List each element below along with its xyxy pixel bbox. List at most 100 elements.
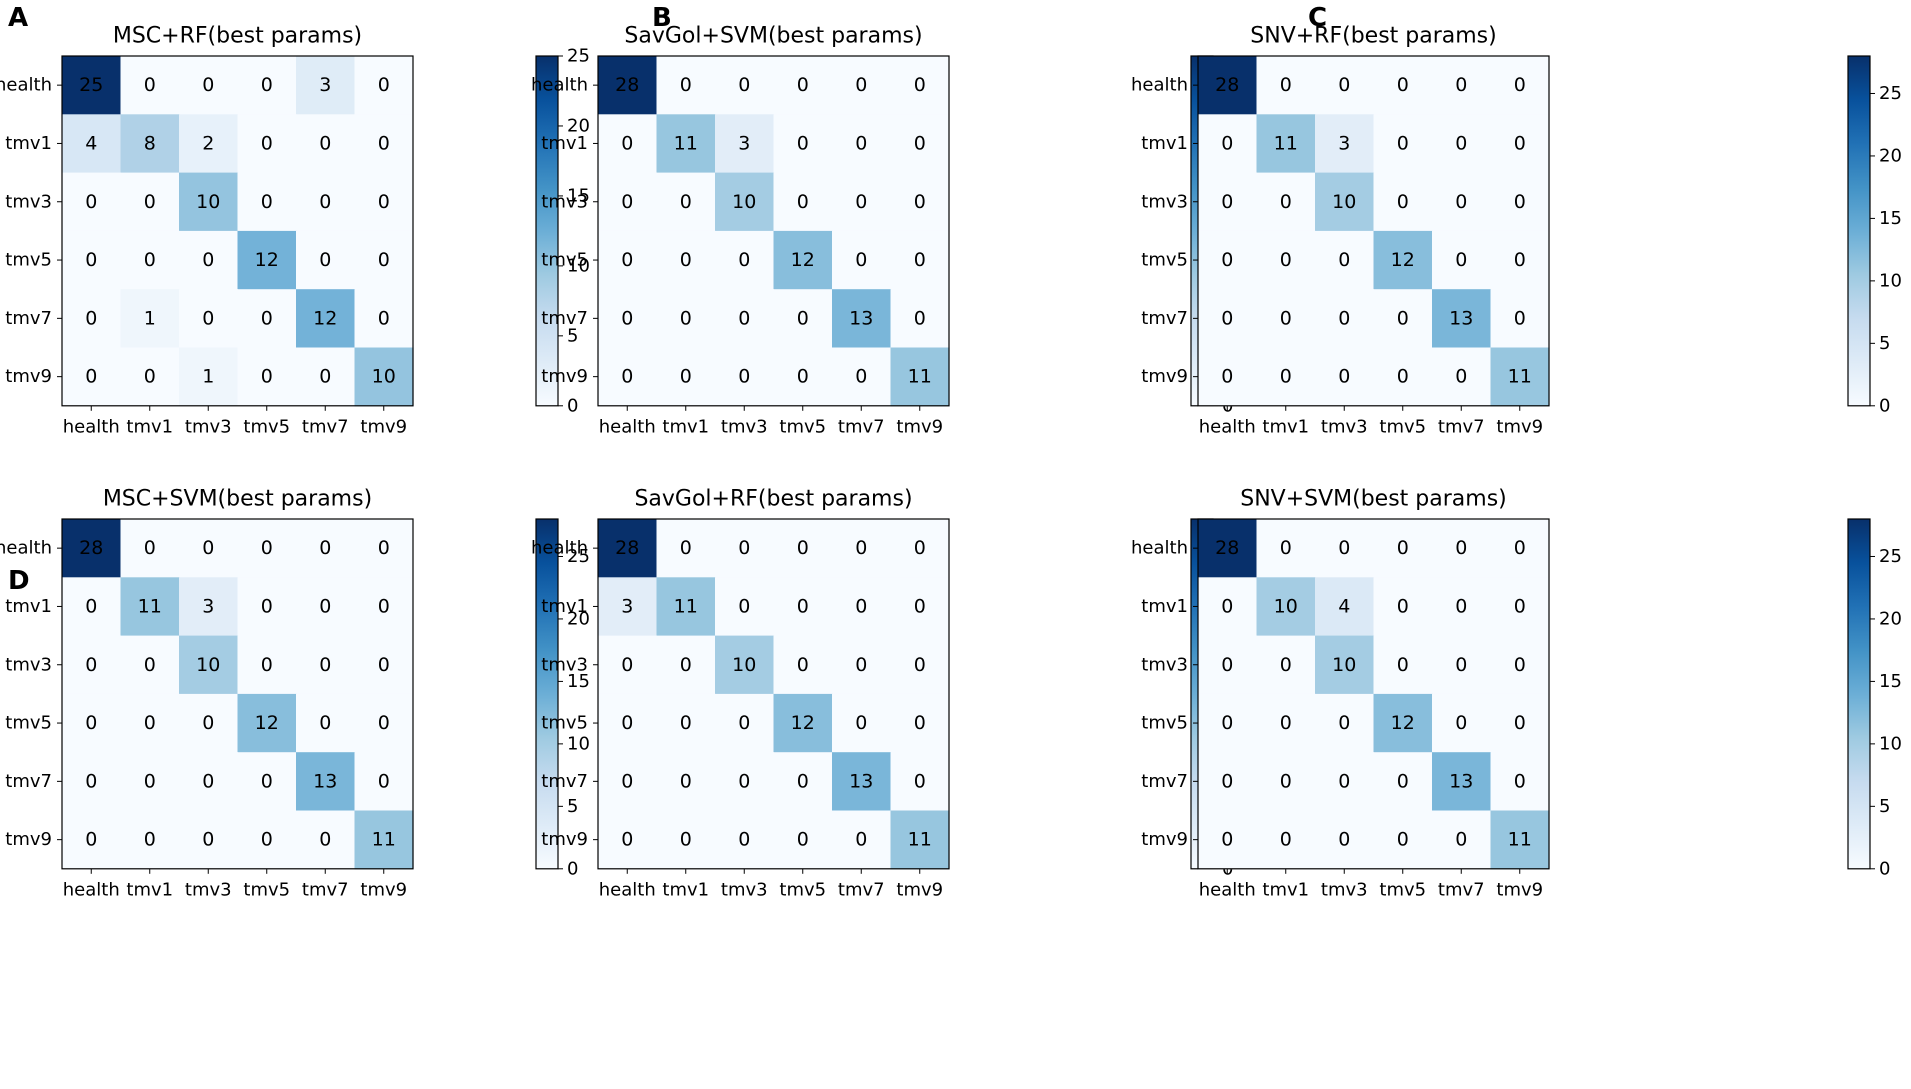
matrix-cell xyxy=(120,289,180,349)
cell-value: 0 xyxy=(85,249,97,271)
matrix-cell xyxy=(62,810,122,870)
colorbar-tick-label: 5 xyxy=(567,325,578,346)
x-tick-label: tmv5 xyxy=(779,416,826,437)
matrix-cell xyxy=(1198,56,1258,115)
x-tick-label: tmv9 xyxy=(360,879,407,900)
matrix-cell xyxy=(773,810,833,870)
cell-value: 3 xyxy=(738,132,750,154)
cell-value: 0 xyxy=(1280,307,1292,329)
matrix-cell xyxy=(656,289,716,349)
matrix-cell xyxy=(715,577,775,637)
matrix-cell xyxy=(890,114,950,174)
colorbar xyxy=(1847,518,1871,870)
cell-value: 0 xyxy=(261,654,273,676)
cell-value: 0 xyxy=(261,191,273,213)
cell-value: 0 xyxy=(1221,712,1233,734)
matrix-cell xyxy=(1432,230,1492,290)
matrix-cell xyxy=(120,230,180,290)
cell-value: 0 xyxy=(378,74,390,96)
matrix-cell xyxy=(773,519,833,578)
cell-value: 0 xyxy=(1514,654,1526,676)
cell-value: 10 xyxy=(1332,191,1356,213)
matrix-cell xyxy=(832,56,892,115)
colorbar-tick-label: 15 xyxy=(1879,208,1902,229)
matrix-cell xyxy=(354,289,414,349)
y-tick-label: tmv3 xyxy=(1141,191,1188,212)
cell-value: 0 xyxy=(144,654,156,676)
cell-value: 28 xyxy=(79,537,103,559)
matrix-cell xyxy=(1490,56,1550,115)
cell-value: 0 xyxy=(261,307,273,329)
panel-letter: A xyxy=(8,3,28,33)
matrix-cell xyxy=(120,519,180,578)
matrix-cell xyxy=(832,810,892,870)
matrix-cell xyxy=(237,693,297,753)
matrix-cell xyxy=(1315,519,1375,578)
cell-value: 0 xyxy=(1514,770,1526,792)
matrix-cell xyxy=(890,693,950,753)
cell-value: 0 xyxy=(855,595,867,617)
cell-value: 0 xyxy=(1397,74,1409,96)
cell-value: 0 xyxy=(680,191,692,213)
cell-value: 0 xyxy=(797,307,809,329)
matrix-cell xyxy=(179,635,239,695)
cell-value: 0 xyxy=(1221,595,1233,617)
matrix-cell xyxy=(1373,172,1433,232)
matrix-frame xyxy=(61,55,414,407)
cell-value: 0 xyxy=(85,191,97,213)
cell-value: 28 xyxy=(615,74,639,96)
matrix-cell xyxy=(1198,172,1258,232)
cell-value: 0 xyxy=(738,770,750,792)
cell-value: 0 xyxy=(680,74,692,96)
matrix-cell xyxy=(656,577,716,637)
colorbar-tick-label: 20 xyxy=(567,608,590,629)
cell-value: 0 xyxy=(680,770,692,792)
cell-value: 0 xyxy=(1338,74,1350,96)
x-tick-label: tmv9 xyxy=(1496,879,1543,900)
cell-value: 0 xyxy=(1221,829,1233,851)
cell-value: 0 xyxy=(378,770,390,792)
colorbar-tick-label: 0 xyxy=(567,858,578,879)
panel-letter: D xyxy=(8,566,30,596)
colorbar-tick-label: 15 xyxy=(567,671,590,692)
matrix-cell xyxy=(1256,577,1316,637)
cell-value: 0 xyxy=(1397,829,1409,851)
cell-value: 12 xyxy=(255,712,279,734)
y-tick-label: tmv3 xyxy=(5,654,52,675)
cell-value: 11 xyxy=(1508,366,1532,388)
cell-value: 0 xyxy=(914,191,926,213)
matrix-cell xyxy=(598,635,658,695)
matrix-cell xyxy=(1373,114,1433,174)
cell-value: 0 xyxy=(261,74,273,96)
matrix-cell xyxy=(1490,347,1550,407)
matrix-cell xyxy=(890,635,950,695)
y-tick-label: tmv1 xyxy=(5,133,52,154)
cell-value: 0 xyxy=(738,712,750,734)
matrix-cell xyxy=(1490,577,1550,637)
y-tick-label: tmv3 xyxy=(1141,654,1188,675)
panel-title: SNV+SVM(best params) xyxy=(1240,487,1507,512)
cell-value: 0 xyxy=(319,712,331,734)
colorbar-tick-label: 5 xyxy=(1879,333,1890,354)
x-tick-label: tmv5 xyxy=(1379,416,1426,437)
cell-value: 0 xyxy=(319,366,331,388)
cell-value: 0 xyxy=(319,249,331,271)
cell-value: 0 xyxy=(855,132,867,154)
matrix-cell xyxy=(1373,519,1433,578)
matrix-cell xyxy=(296,577,356,637)
cell-value: 0 xyxy=(1221,654,1233,676)
cell-value: 10 xyxy=(732,191,756,213)
matrix-cell xyxy=(1373,289,1433,349)
matrix-cell xyxy=(62,230,122,290)
matrix-cell xyxy=(656,519,716,578)
x-tick-label: tmv7 xyxy=(1438,879,1485,900)
matrix-cell xyxy=(1198,519,1258,578)
cell-value: 0 xyxy=(261,132,273,154)
matrix-cell xyxy=(1490,230,1550,290)
matrix-cell xyxy=(890,230,950,290)
matrix-cell xyxy=(296,172,356,232)
cell-value: 0 xyxy=(378,595,390,617)
matrix-cell xyxy=(1373,693,1433,753)
colorbar xyxy=(1847,55,1871,407)
cell-value: 3 xyxy=(621,595,633,617)
